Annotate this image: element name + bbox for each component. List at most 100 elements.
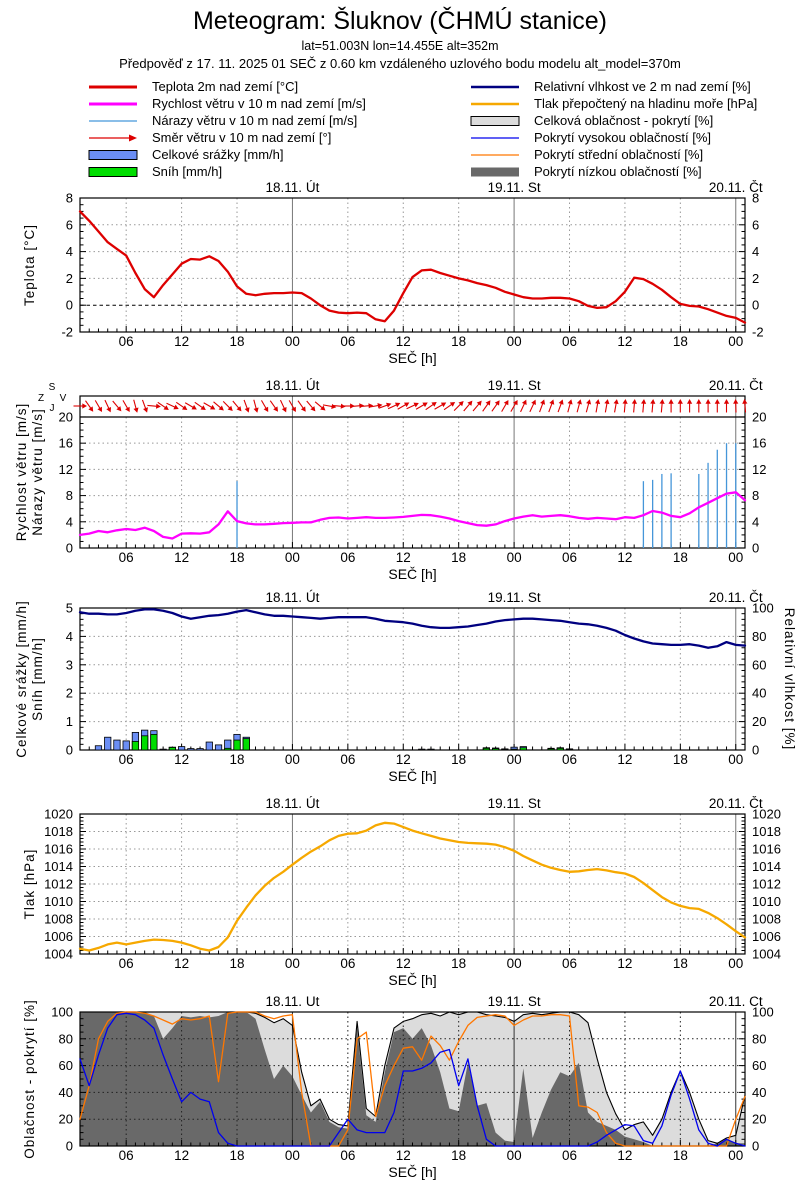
legend-item-cloud-low: Pokrytí nízkou oblačností [%]: [400, 163, 800, 180]
header: Meteogram: Šluknov (ČHMÚ stanice) lat=51…: [0, 7, 800, 71]
axes: 1004 1004 1006 1006 1008 1008 1010 1010 1012 1012…: [44, 796, 781, 988]
series-humidity: [78, 608, 747, 649]
svg-text:60: 60: [59, 1058, 73, 1073]
svg-text:100: 100: [752, 601, 774, 616]
svg-text:40: 40: [752, 1085, 766, 1100]
legend-item-snow: Sníh [mm/h]: [0, 163, 400, 180]
svg-text:06: 06: [119, 956, 134, 971]
svg-text:1008: 1008: [44, 912, 73, 927]
series-precipitation-bars: [94, 729, 574, 751]
svg-text:16: 16: [752, 436, 766, 451]
legend-label-cloud-high: Pokrytí vysokou oblačností [%]: [534, 130, 712, 145]
svg-text:0: 0: [752, 743, 759, 758]
svg-text:18: 18: [451, 550, 466, 565]
svg-text:1016: 1016: [752, 842, 781, 857]
svg-text:12: 12: [174, 752, 189, 767]
axes: -2 -20 02 24 46 68 806 12 18 00 06 12 18 00 06 12 18 0018…: [61, 180, 763, 366]
svg-text:SEČ [h]: SEČ [h]: [388, 972, 436, 988]
series-wind-gusts: [236, 443, 737, 548]
svg-text:20: 20: [752, 714, 766, 729]
svg-text:2: 2: [66, 686, 73, 701]
svg-text:00: 00: [285, 1148, 300, 1163]
svg-text:00: 00: [285, 550, 300, 565]
svg-text:18: 18: [229, 956, 244, 971]
legend-cloud-high-line-icon: [470, 131, 522, 145]
svg-text:00: 00: [285, 334, 300, 349]
svg-text:12: 12: [617, 956, 632, 971]
svg-text:18.11. Út: 18.11. Út: [266, 996, 320, 1009]
svg-text:40: 40: [752, 686, 766, 701]
svg-text:4: 4: [752, 514, 759, 529]
legend-item-cloud-total: Celková oblačnost - pokrytí [%]: [400, 112, 800, 129]
svg-text:06: 06: [562, 752, 577, 767]
svg-text:00: 00: [507, 1148, 522, 1163]
legend-label-wind-gusts: Nárazy větru v 10 m nad zemí [m/s]: [152, 113, 358, 128]
legend-item-pressure: Tlak přepočtený na hladinu moře [hPa]: [400, 95, 800, 112]
legend-label-humidity: Relativní vlhkost ve 2 m nad zemí [%]: [534, 79, 751, 94]
svg-text:1012: 1012: [752, 877, 781, 892]
svg-text:4: 4: [66, 629, 73, 644]
svg-text:2: 2: [66, 271, 73, 286]
svg-text:SEČ [h]: SEČ [h]: [388, 350, 436, 366]
page-title: Meteogram: Šluknov (ČHMÚ stanice): [192, 7, 607, 35]
svg-text:20.11. Čt: 20.11. Čt: [709, 796, 763, 811]
svg-text:18: 18: [451, 956, 466, 971]
compass-icon: SZ VJ: [38, 382, 67, 414]
series-wind-speed: [78, 491, 747, 540]
svg-text:18: 18: [451, 334, 466, 349]
wind-gust-axis-title: Nárazy větru [m/s]: [30, 408, 45, 536]
svg-text:00: 00: [728, 956, 743, 971]
svg-text:18: 18: [673, 752, 688, 767]
svg-text:12: 12: [617, 334, 632, 349]
temperature-panel: -2 -2 0 0 2 2 4 4 6 6 8 8 06 12 18 00 06 12 18 00 06 12 18 00 18…: [0, 180, 800, 378]
legend-wind-direction-line-icon: [88, 131, 140, 145]
svg-text:12: 12: [396, 334, 411, 349]
snow-axis-title: Sníh [mm/h]: [30, 637, 45, 721]
legend-item-humidity: Relativní vlhkost ve 2 m nad zemí [%]: [400, 78, 800, 95]
svg-text:20.11. Čt: 20.11. Čt: [709, 180, 763, 195]
svg-text:00: 00: [507, 334, 522, 349]
svg-text:12: 12: [396, 752, 411, 767]
wind-direction-arrows: [73, 399, 748, 413]
svg-text:12: 12: [396, 550, 411, 565]
svg-text:20: 20: [752, 1112, 766, 1127]
legend-cloud-mid-line-icon: [470, 148, 522, 162]
svg-text:6: 6: [66, 217, 73, 232]
svg-text:06: 06: [340, 956, 355, 971]
humidity-axis-title: Relativní vlhkost [%]: [782, 608, 797, 751]
temperature-chart: -2 -20 02 24 46 68 806 12 18 00 06 12 18 00 06 12 18 0018…: [22, 180, 764, 366]
legend-label-snow: Sníh [mm/h]: [152, 164, 223, 179]
legend-label-cloud-total: Celková oblačnost - pokrytí [%]: [534, 113, 714, 128]
svg-text:19.11. St: 19.11. St: [488, 180, 541, 195]
svg-text:06: 06: [562, 956, 577, 971]
svg-text:19.11. St: 19.11. St: [488, 796, 541, 811]
svg-text:6: 6: [752, 217, 759, 232]
cloud-panel: 0 0 20 20 40 40 60 60 80 80 100 100 06 12 18 00 06 12 18 00…: [0, 996, 800, 1188]
svg-text:00: 00: [507, 550, 522, 565]
svg-text:06: 06: [119, 550, 134, 565]
svg-text:06: 06: [340, 334, 355, 349]
legend: Teplota 2m nad zemí [°C] Rychlost větru v…: [0, 78, 800, 180]
svg-text:0: 0: [66, 743, 73, 758]
svg-text:2: 2: [752, 271, 759, 286]
svg-text:8: 8: [66, 191, 73, 206]
legend-cloud-low-box-icon: [470, 165, 522, 179]
svg-text:1018: 1018: [752, 824, 781, 839]
svg-text:19.11. St: 19.11. St: [488, 590, 541, 605]
svg-text:06: 06: [340, 752, 355, 767]
svg-text:18: 18: [673, 550, 688, 565]
svg-text:18: 18: [451, 752, 466, 767]
cloud-areas: [80, 1012, 745, 1146]
legend-label-precipitation: Celkové srážky [mm/h]: [152, 147, 284, 162]
svg-text:1020: 1020: [752, 807, 781, 822]
svg-text:100: 100: [51, 1005, 73, 1020]
svg-text:V: V: [60, 393, 67, 404]
svg-text:20: 20: [59, 1112, 73, 1127]
svg-text:Z: Z: [38, 393, 44, 404]
svg-text:1010: 1010: [44, 894, 73, 909]
svg-text:18: 18: [451, 1148, 466, 1163]
